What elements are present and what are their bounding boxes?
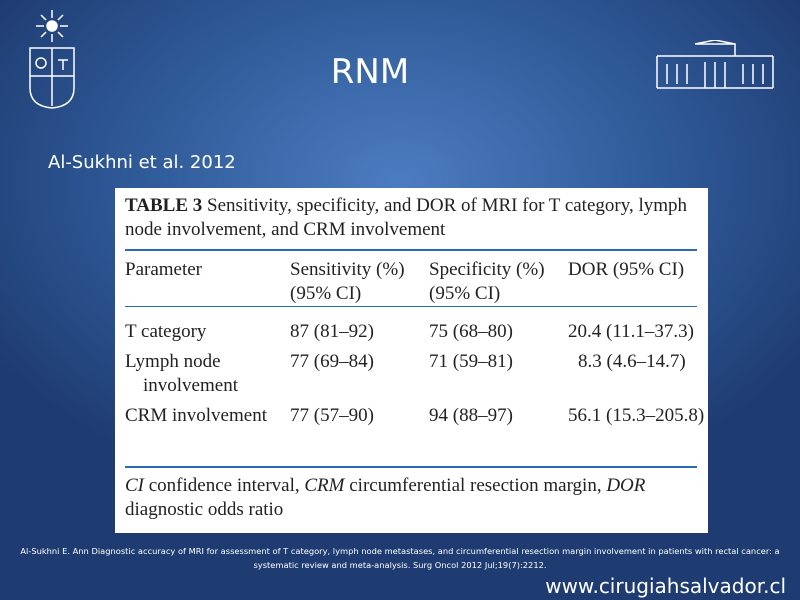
table-cell: Lymph node involvement xyxy=(125,351,238,396)
table-cell: 87 (81–92) xyxy=(290,321,374,342)
subtitle: Al-Sukhni et al. 2012 xyxy=(48,152,236,173)
table-cell: 75 (68–80) xyxy=(429,321,513,342)
university-logo xyxy=(29,10,75,109)
table-cell: 77 (69–84) xyxy=(290,351,374,372)
footnote: CI confidence interval, CRM circumferent… xyxy=(125,474,700,522)
table-cell: CRM involvement xyxy=(125,405,267,426)
header-line: Parameter xyxy=(125,259,203,280)
data-table: Parameter Sensitivity (%) (95% CI) Specific… xyxy=(125,258,704,434)
table-cell: 94 (88–97) xyxy=(429,405,513,426)
caption-label: TABLE 3 xyxy=(125,195,203,216)
table-row: Lymph node involvement 77 (69–84) 71 (59–8… xyxy=(125,350,704,404)
footnote-text: diagnostic odds ratio xyxy=(125,499,284,520)
header-line: Sensitivity (%) xyxy=(290,259,405,280)
header-line: (95% CI) xyxy=(429,283,501,304)
slide-title: RNM xyxy=(330,52,410,92)
table-cell: 20.4 (11.1–37.3) xyxy=(568,321,694,342)
header-line: Specificity (%) xyxy=(429,259,545,280)
rule xyxy=(125,249,697,251)
table-cell: 77 (57–90) xyxy=(290,405,374,426)
footnote-abbr: DOR xyxy=(606,475,646,496)
website: www.cirugiahsalvador.cl xyxy=(545,574,786,598)
citation: Al-Sukhni E. Ann Diagnostic accuracy of … xyxy=(20,546,780,570)
table-cell: 56.1 (15.3–205.8) xyxy=(568,405,705,426)
rule xyxy=(125,306,697,307)
table-cell: T category xyxy=(125,321,207,342)
table-row: CRM involvement 77 (57–90) 94 (88–97) 56.1 … xyxy=(125,404,704,434)
header-cell: Sensitivity (%) (95% CI) xyxy=(290,258,429,320)
caption-text: Sensitivity, specificity, and DOR of MRI… xyxy=(125,195,688,240)
footnote-text: circumferential resection margin, xyxy=(349,475,602,496)
footnote-text: confidence interval, xyxy=(148,475,300,496)
header-line: (95% CI) xyxy=(290,283,362,304)
footnote-abbr: CI xyxy=(125,475,144,496)
header-cell: DOR (95% CI) xyxy=(568,258,704,320)
footnote-abbr: CRM xyxy=(304,475,345,496)
rule xyxy=(125,466,697,468)
table-figure: TABLE 3 Sensitivity, specificity, and DO… xyxy=(115,188,708,533)
table-row: T category 87 (81–92) 75 (68–80) 20.4 (11.1… xyxy=(125,320,704,350)
header-row: Parameter Sensitivity (%) (95% CI) Specific… xyxy=(125,258,704,320)
table-caption: TABLE 3 Sensitivity, specificity, and DO… xyxy=(125,194,700,242)
header-line: DOR (95% CI) xyxy=(568,259,685,280)
table-cell: 8.3 (4.6–14.7) xyxy=(578,351,686,372)
header-cell: Specificity (%) (95% CI) xyxy=(429,258,568,320)
header-cell: Parameter xyxy=(125,258,290,320)
table-cell: 71 (59–81) xyxy=(429,351,513,372)
building-logo xyxy=(656,40,774,89)
